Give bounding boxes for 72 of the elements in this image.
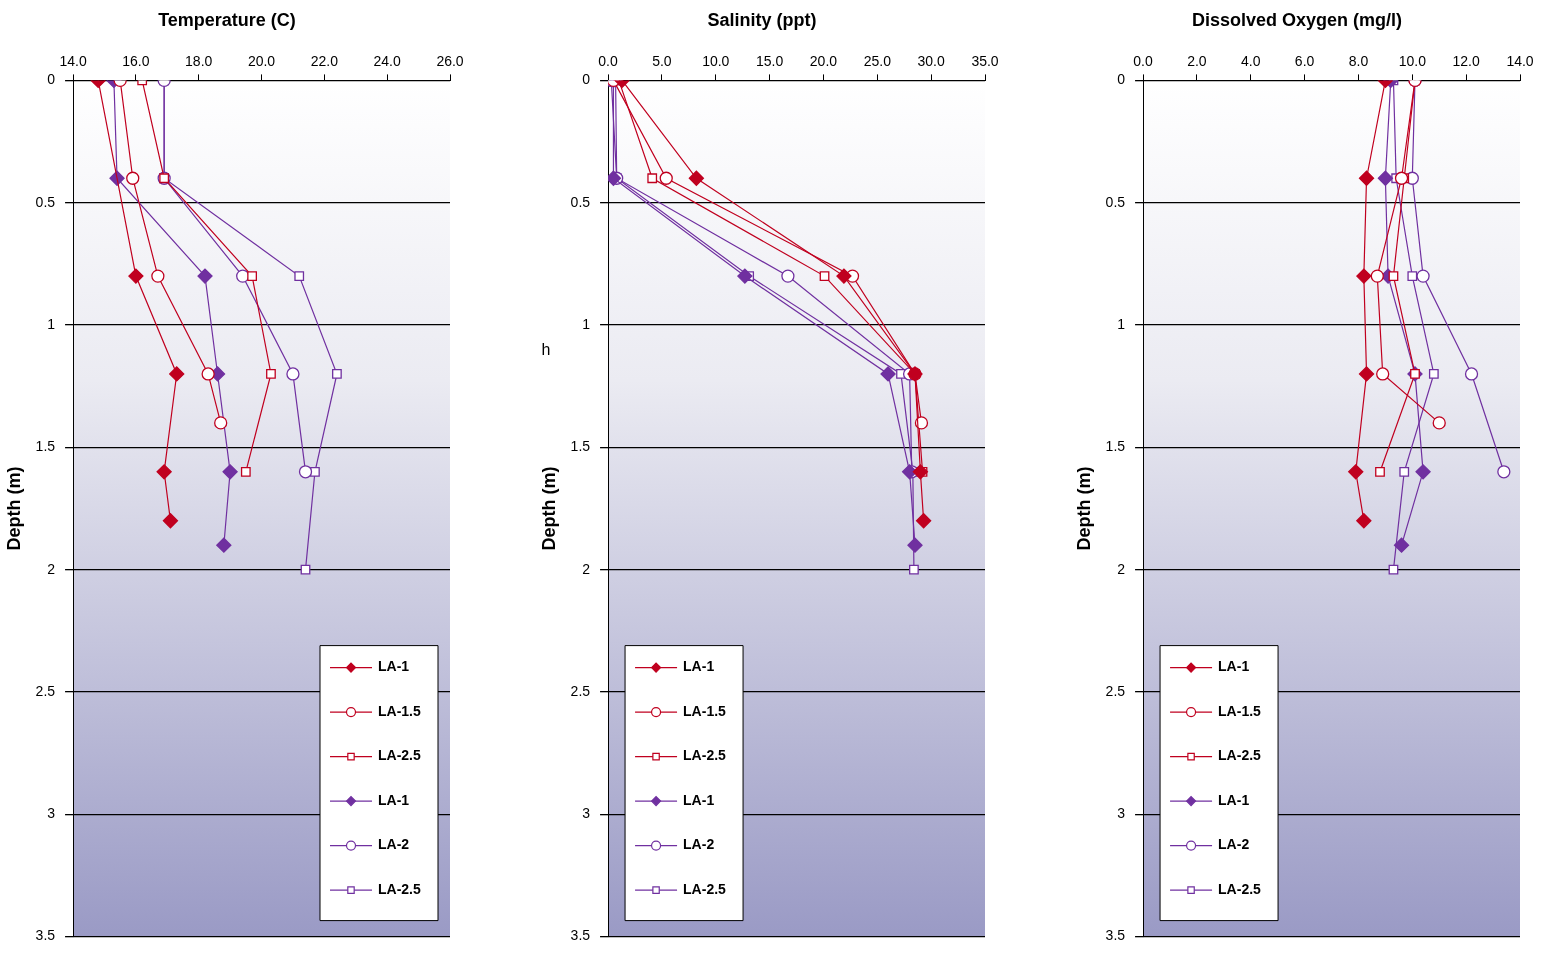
x-tick-label: 0.0 (1133, 52, 1153, 69)
x-tick-label: 30.0 (917, 52, 945, 69)
y-tick-label: 0 (1117, 71, 1126, 88)
x-tick-label: 22.0 (310, 52, 339, 69)
chart-title: Temperature (C) (158, 9, 296, 30)
x-tick-label: 15.0 (755, 52, 784, 69)
chart-title: Dissolved Oxygen (mg/l) (1191, 9, 1403, 30)
x-tick-label: 4.0 (1241, 52, 1261, 69)
y-tick-label: 2.5 (35, 682, 56, 699)
legend-label: LA-2.5 (1218, 880, 1262, 897)
legend-label: LA-2 (1218, 836, 1250, 853)
legend-label: LA-1 (683, 658, 715, 675)
y-axis-title: Depth (m) (1073, 466, 1094, 551)
y-tick-label: 3.5 (1105, 927, 1126, 944)
legend-label: LA-2.5 (378, 880, 421, 897)
y-tick-label: 1 (582, 315, 591, 332)
x-tick-label: 2.0 (1187, 52, 1207, 69)
legend-label: LA-1 (1218, 658, 1250, 675)
legend-label: LA-2.5 (378, 747, 421, 764)
y-tick-label: 2.5 (1105, 682, 1126, 699)
y-tick-label: 1 (47, 315, 56, 332)
x-tick-label: 16.0 (122, 52, 150, 69)
y-tick-label: 3 (1117, 805, 1126, 822)
y-tick-label: 3.5 (570, 927, 591, 944)
y-tick-label: 1.5 (1105, 438, 1126, 455)
legend-label: LA-2 (378, 836, 410, 853)
legend-label: LA-1 (378, 791, 410, 808)
y-tick-label: 0 (47, 71, 56, 88)
y-tick-label: 1.5 (570, 438, 591, 455)
chart-title: Salinity (ppt) (707, 9, 817, 30)
x-tick-label: 8.0 (1348, 52, 1369, 69)
legend-label: LA-1 (683, 791, 715, 808)
legend-label: LA-2.5 (683, 880, 727, 897)
x-tick-label: 20.0 (247, 52, 276, 69)
y-tick-label: 1 (1117, 315, 1126, 332)
x-tick-label: 0.0 (598, 52, 618, 69)
x-tick-label: 18.0 (185, 52, 213, 69)
x-tick-label: 12.0 (1452, 52, 1480, 69)
y-tick-label: 3 (582, 805, 591, 822)
x-tick-label: 20.0 (809, 52, 838, 69)
legend-label: LA-2.5 (683, 747, 727, 764)
y-tick-label: 0 (582, 71, 591, 88)
legend-label: LA-2.5 (1218, 747, 1262, 764)
x-tick-label: 24.0 (373, 52, 402, 69)
x-tick-label: 14.0 (1506, 52, 1534, 69)
y-tick-label: 0.5 (1105, 193, 1126, 210)
y-tick-label: 3 (47, 805, 56, 822)
y-tick-label: 0.5 (35, 193, 56, 210)
legend-label: LA-1.5 (1218, 702, 1262, 719)
y-tick-label: 2 (582, 560, 591, 577)
legend-label: LA-1 (378, 658, 410, 675)
legend-label: LA-1.5 (683, 702, 727, 719)
x-tick-label: 5.0 (652, 52, 672, 69)
x-tick-label: 10.0 (1398, 52, 1427, 69)
y-axis-title: Depth (m) (3, 466, 24, 551)
y-tick-label: 3.5 (35, 927, 56, 944)
y-axis-title: Depth (m) (538, 466, 559, 551)
legend-label: LA-2 (683, 836, 715, 853)
x-tick-label: 14.0 (59, 52, 87, 69)
x-tick-label: 35.0 (971, 52, 999, 69)
y-tick-label: 2 (1117, 560, 1126, 577)
y-tick-label: 0.5 (570, 193, 591, 210)
y-tick-label: 2 (47, 560, 56, 577)
x-tick-label: 10.0 (702, 52, 730, 69)
y-tick-label: 1.5 (35, 438, 56, 455)
x-tick-label: 6.0 (1294, 52, 1315, 69)
x-tick-label: 26.0 (436, 52, 464, 69)
y-tick-label: 2.5 (570, 682, 591, 699)
legend-label: LA-1 (1218, 791, 1250, 808)
x-tick-label: 25.0 (863, 52, 892, 69)
text: h (541, 340, 551, 358)
legend-label: LA-1.5 (378, 702, 421, 719)
